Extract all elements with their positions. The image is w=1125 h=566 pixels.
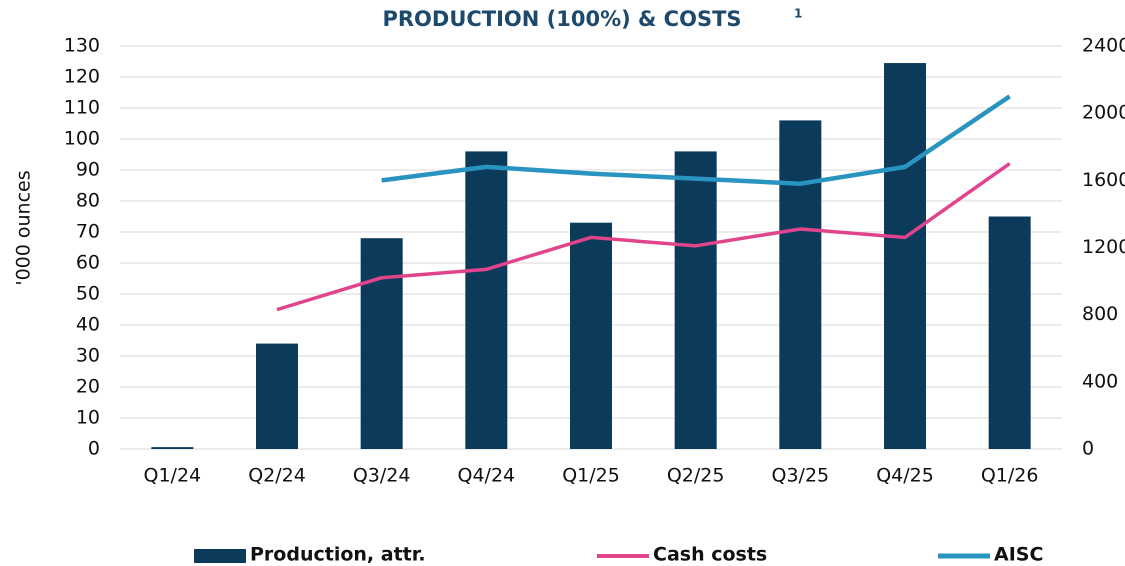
y-tick-label: 20: [76, 376, 100, 398]
x-tick-label: Q2/24: [248, 465, 306, 487]
line: [276, 162, 1011, 312]
y-tick-label: 30: [76, 345, 100, 367]
y-tick-label: 50: [76, 283, 100, 305]
legend-swatch: [194, 549, 246, 563]
y-tick-label: 70: [76, 221, 100, 243]
y-axis-label: '000 ounces: [13, 170, 35, 285]
legend-label: Production, attr.: [250, 544, 426, 566]
y-tick-label: 80: [76, 190, 100, 212]
y-tick-label: 120: [64, 66, 100, 88]
y-tick-label: 0: [88, 438, 100, 460]
x-tick-label: Q1/24: [144, 465, 202, 487]
bar: [988, 216, 1031, 449]
y2-tick-label: 800: [1082, 303, 1118, 325]
legend-label: AISC: [994, 544, 1043, 566]
y-tick-label: 10: [76, 407, 100, 429]
bar: [465, 151, 508, 449]
x-tick-label: Q3/25: [772, 465, 830, 487]
bar: [151, 447, 194, 449]
bar: [884, 63, 926, 450]
bar: [779, 120, 822, 450]
x-tick-label: Q3/24: [353, 465, 411, 487]
x-tick-label: Q2/25: [667, 465, 725, 487]
bar: [674, 151, 717, 449]
x-tick-label: Q4/24: [458, 465, 516, 487]
y2-tick-label: 1200: [1082, 236, 1125, 258]
y-tick-label: 40: [76, 314, 100, 336]
y2-tick-label: 400: [1082, 370, 1118, 392]
y2-tick-label: 2400: [1082, 35, 1125, 57]
y-tick-label: 90: [76, 159, 100, 181]
line: [381, 94, 1011, 186]
legend-label: Cash costs: [653, 544, 767, 566]
bar: [360, 238, 403, 449]
y2-tick-label: 2000: [1082, 102, 1125, 124]
x-tick-label: Q1/26: [981, 465, 1039, 487]
y-tick-label: 60: [76, 252, 100, 274]
x-tick-label: Q4/25: [876, 465, 934, 487]
y2-tick-label: 1600: [1082, 169, 1125, 191]
x-tick-label: Q1/25: [562, 465, 620, 487]
y-tick-label: 130: [64, 35, 100, 57]
bar: [570, 222, 612, 449]
chart-title: PRODUCTION (100%) & COSTS: [382, 7, 741, 31]
y-tick-label: 100: [64, 128, 100, 150]
y-tick-label: 110: [64, 97, 100, 119]
bar: [256, 343, 298, 449]
y2-tick-label: 0: [1082, 438, 1094, 460]
title-footnote: 1: [794, 7, 802, 21]
